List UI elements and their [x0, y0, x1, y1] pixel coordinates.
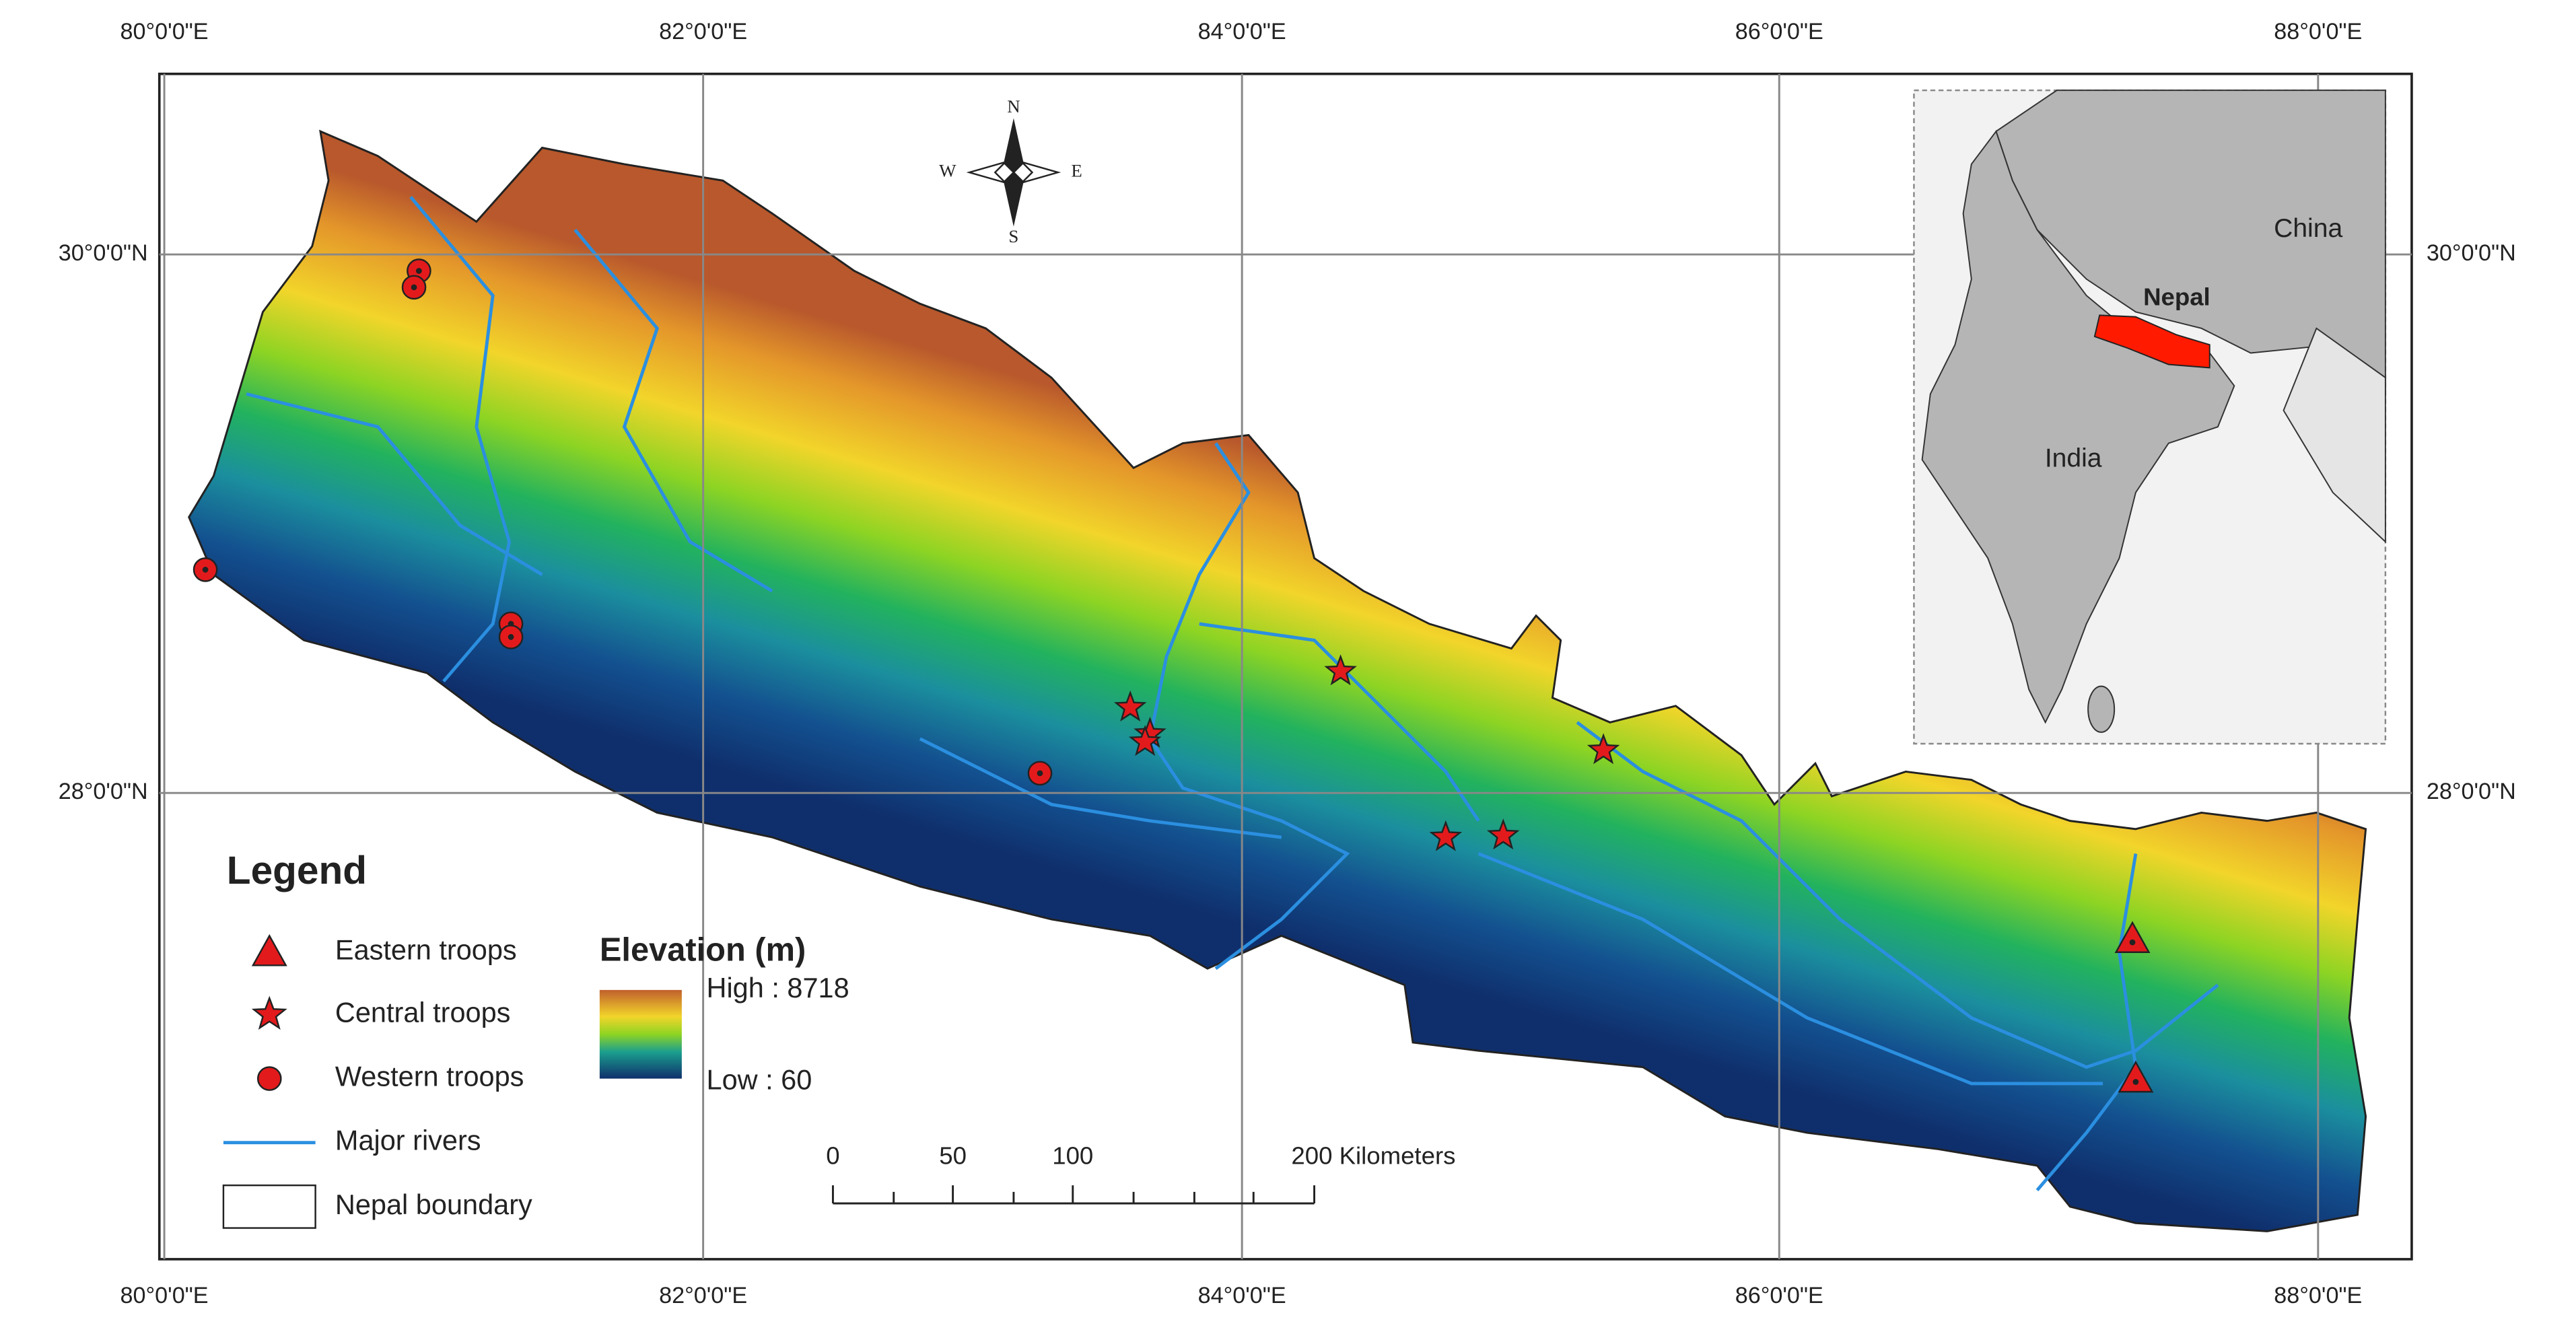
sri-lanka: [2087, 685, 2116, 733]
inset-map: China Nepal India: [1913, 89, 2387, 745]
river: [919, 737, 1282, 839]
legend-item: Western troops: [335, 1061, 524, 1092]
legend-circle: [256, 1066, 282, 1091]
western-troop-dot: [508, 634, 514, 640]
legend-item: Central troops: [335, 996, 511, 1028]
central-troop: [1128, 725, 1162, 756]
central-troop: [1587, 733, 1620, 765]
central-troop: [1429, 820, 1463, 851]
compass-e: E: [1071, 160, 1082, 180]
scale-label: 200 Kilometers: [1291, 1141, 1455, 1169]
inset-label: India: [2045, 444, 2102, 472]
lon-label: 84°0'0"E: [1198, 1283, 1286, 1308]
lon-label: 86°0'0"E: [1735, 1283, 1823, 1308]
legend-star: [251, 995, 287, 1030]
elevation-title: Elevation (m): [600, 932, 806, 969]
elevation-high: High : 8718: [706, 972, 849, 1004]
lon-label: 88°0'0"E: [2274, 19, 2362, 44]
lon-label: 88°0'0"E: [2274, 1283, 2362, 1308]
lon-label: 80°0'0"E: [120, 19, 209, 44]
legend-item: Major rivers: [335, 1125, 481, 1156]
troop-markers: [193, 258, 2154, 1093]
myanmar: [2283, 327, 2386, 544]
river: [1477, 852, 2103, 1086]
river: [409, 196, 512, 682]
eastern-troop-dot: [2129, 939, 2136, 946]
compass-n: N: [1007, 96, 1020, 116]
western-troop-dot: [415, 268, 422, 274]
legend-triangle: [251, 934, 287, 966]
legend: Legend Eastern troops Central troops Wes…: [222, 849, 849, 1229]
river: [573, 228, 773, 593]
lon-label: 86°0'0"E: [1735, 19, 1823, 44]
lat-label: 30°0'0"N: [2427, 240, 2516, 266]
river: [1576, 721, 2219, 1069]
inset-label: China: [2274, 214, 2342, 243]
eastern-troop: [2114, 921, 2151, 953]
lon-label: 80°0'0"E: [120, 1283, 209, 1308]
lon-label: 82°0'0"E: [659, 19, 747, 44]
river: [246, 392, 543, 576]
inset-label: Nepal: [2143, 283, 2211, 311]
scale-label: 100: [1052, 1141, 1093, 1169]
legend-title: Legend: [227, 849, 367, 892]
legend-item: Nepal boundary: [335, 1189, 532, 1220]
eastern-troop: [2118, 1060, 2154, 1093]
nepal-elevation: [188, 129, 2367, 1232]
scale-label: 0: [826, 1141, 839, 1169]
eastern-troop-dot: [2132, 1079, 2139, 1085]
western-troop-dot: [1037, 770, 1043, 777]
compass-s: S: [1008, 226, 1018, 246]
central-troop: [1486, 818, 1520, 850]
lat-label: 30°0'0"N: [59, 240, 148, 266]
legend-item: Eastern troops: [335, 934, 517, 966]
nepal-inset: [2093, 314, 2211, 369]
western-troop-dot: [411, 284, 417, 291]
compass-w: W: [939, 160, 956, 180]
central-troop: [1113, 690, 1147, 721]
elevation-ramp: [599, 989, 682, 1079]
scale-label: 50: [939, 1141, 967, 1169]
lat-label: 28°0'0"N: [59, 779, 148, 804]
river: [1148, 442, 1350, 971]
lon-label: 82°0'0"E: [659, 1283, 747, 1308]
graticule-labels: 80°0'0"E 82°0'0"E 84°0'0"E 86°0'0"E 88°0'0"E…: [59, 19, 2516, 1308]
legend-boundary: [222, 1184, 316, 1229]
scale-bar: [831, 1185, 1316, 1205]
lon-label: 84°0'0"E: [1198, 19, 1286, 44]
elevation-low: Low : 60: [706, 1063, 812, 1095]
western-troop-dot: [202, 567, 209, 573]
river: [1199, 622, 1480, 822]
central-troop: [1324, 654, 1357, 686]
lat-label: 28°0'0"N: [2427, 779, 2516, 804]
compass: N S E W: [939, 96, 1082, 246]
